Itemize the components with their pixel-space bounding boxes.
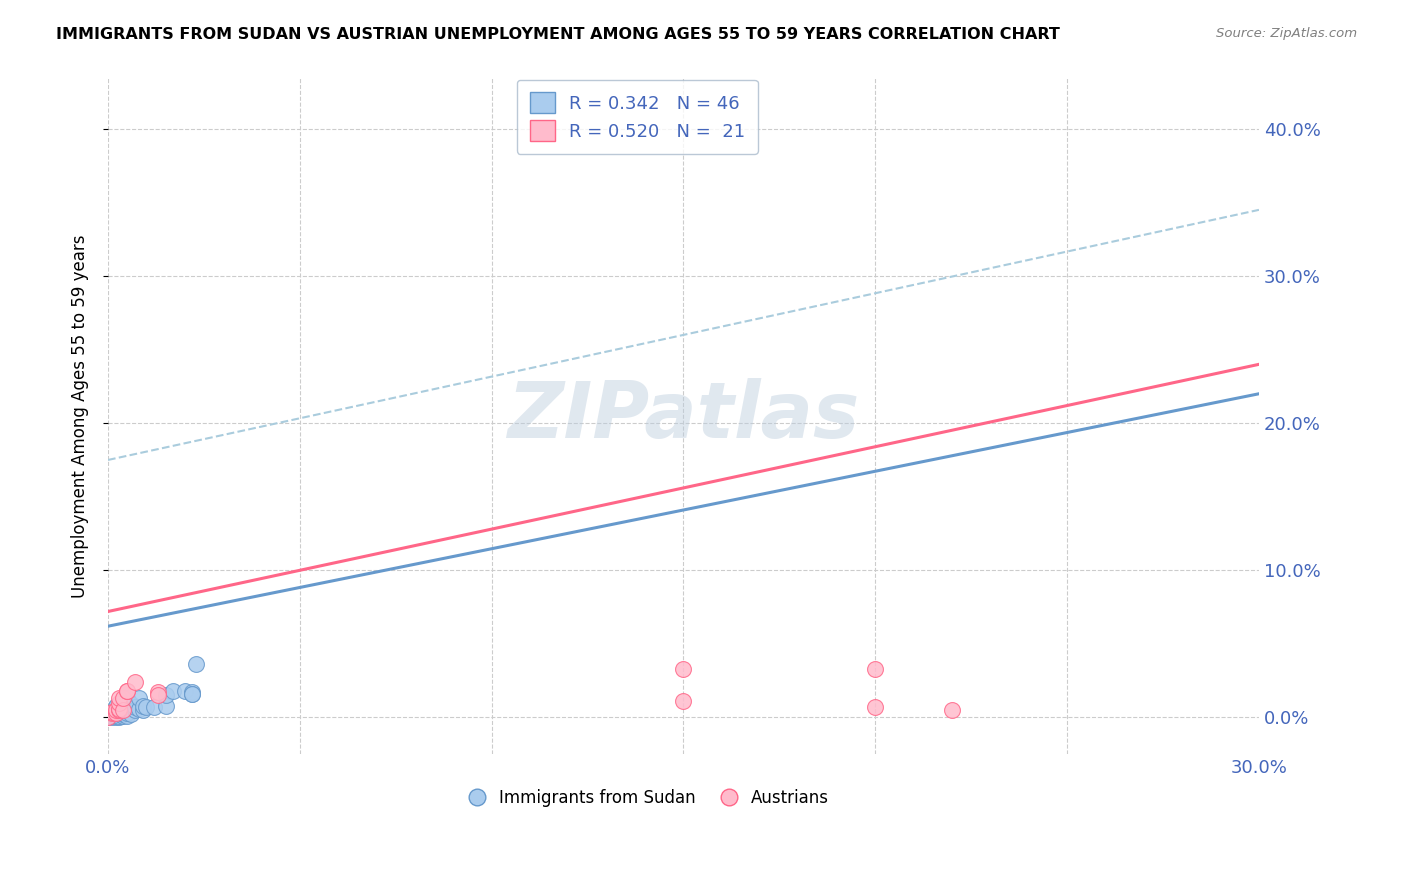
Text: IMMIGRANTS FROM SUDAN VS AUSTRIAN UNEMPLOYMENT AMONG AGES 55 TO 59 YEARS CORRELA: IMMIGRANTS FROM SUDAN VS AUSTRIAN UNEMPL…	[56, 27, 1060, 42]
Point	[104, 710, 127, 724]
Point	[108, 703, 131, 717]
Point	[162, 684, 184, 698]
Point	[108, 710, 131, 724]
Point	[104, 707, 127, 722]
Point	[112, 694, 135, 708]
Point	[115, 709, 138, 723]
Point	[115, 698, 138, 713]
Y-axis label: Unemployment Among Ages 55 to 59 years: Unemployment Among Ages 55 to 59 years	[72, 234, 89, 598]
Text: ZIPatlas: ZIPatlas	[508, 378, 859, 454]
Point	[108, 701, 131, 715]
Point	[115, 684, 138, 698]
Point	[101, 706, 124, 720]
Point	[146, 685, 169, 699]
Point	[108, 705, 131, 719]
Legend: Immigrants from Sudan, Austrians: Immigrants from Sudan, Austrians	[463, 782, 835, 814]
Point	[104, 700, 127, 714]
Point	[131, 703, 153, 717]
Point	[115, 691, 138, 706]
Point	[120, 707, 142, 722]
Point	[101, 710, 124, 724]
Point	[186, 657, 208, 672]
Point	[108, 709, 131, 723]
Point	[128, 701, 150, 715]
Point	[112, 706, 135, 720]
Point	[104, 709, 127, 723]
Point	[108, 696, 131, 710]
Point	[672, 694, 695, 708]
Point	[155, 689, 177, 703]
Point	[112, 703, 135, 717]
Point	[108, 707, 131, 722]
Point	[101, 705, 124, 719]
Point	[112, 691, 135, 706]
Point	[135, 700, 157, 714]
Point	[181, 687, 204, 701]
Point	[124, 703, 146, 717]
Point	[173, 684, 195, 698]
Point	[672, 662, 695, 676]
Point	[865, 662, 887, 676]
Text: Source: ZipAtlas.com: Source: ZipAtlas.com	[1216, 27, 1357, 40]
Point	[104, 703, 127, 717]
Point	[181, 687, 204, 701]
Point	[112, 697, 135, 711]
Point	[155, 698, 177, 713]
Point	[146, 689, 169, 703]
Point	[108, 691, 131, 706]
Point	[104, 698, 127, 713]
Point	[131, 698, 153, 713]
Point	[124, 675, 146, 690]
Point	[97, 710, 120, 724]
Point	[128, 691, 150, 706]
Point	[104, 706, 127, 720]
Point	[181, 685, 204, 699]
Point	[112, 709, 135, 723]
Point	[112, 707, 135, 722]
Point	[143, 700, 166, 714]
Point	[108, 698, 131, 713]
Point	[97, 710, 120, 724]
Point	[101, 709, 124, 723]
Point	[97, 709, 120, 723]
Point	[104, 703, 127, 717]
Point	[101, 706, 124, 720]
Point	[124, 700, 146, 714]
Point	[108, 700, 131, 714]
Point	[865, 700, 887, 714]
Point	[108, 701, 131, 715]
Point	[115, 706, 138, 720]
Point	[941, 703, 963, 717]
Point	[120, 697, 142, 711]
Point	[115, 684, 138, 698]
Point	[101, 707, 124, 722]
